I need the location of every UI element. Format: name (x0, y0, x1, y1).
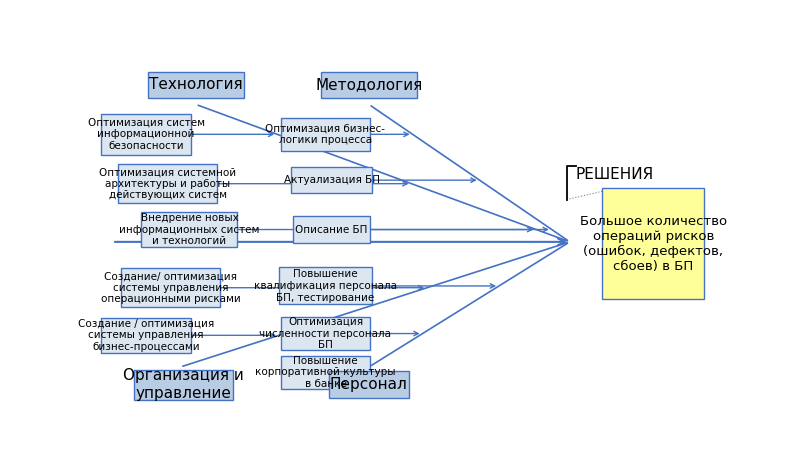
Text: Методология: Методология (315, 77, 422, 93)
FancyBboxPatch shape (281, 355, 370, 389)
FancyBboxPatch shape (293, 216, 370, 243)
Text: Оптимизация бизнес-
логики процесса: Оптимизация бизнес- логики процесса (266, 124, 385, 145)
FancyBboxPatch shape (134, 370, 233, 400)
Text: Большое количество
операций рисков
(ошибок, дефектов,
сбоев) в БП: Большое количество операций рисков (ошиб… (579, 215, 727, 273)
Text: Создание/ оптимизация
системы управления
операционными рисками: Создание/ оптимизация системы управления… (101, 271, 241, 304)
Text: Внедрение новых
информационных систем
и технологий: Внедрение новых информационных систем и … (119, 213, 259, 246)
FancyBboxPatch shape (118, 164, 217, 203)
Text: Повышение
квалификация персонала
БП, тестирование: Повышение квалификация персонала БП, тес… (254, 269, 397, 303)
Text: Организация и
управление: Организация и управление (123, 369, 243, 401)
FancyBboxPatch shape (329, 371, 409, 398)
Text: Персонал: Персонал (330, 377, 408, 392)
FancyBboxPatch shape (101, 114, 191, 155)
FancyBboxPatch shape (281, 118, 370, 151)
FancyBboxPatch shape (148, 72, 243, 98)
FancyBboxPatch shape (281, 317, 370, 350)
Text: Оптимизация систем
информационной
безопасности: Оптимизация систем информационной безопа… (88, 118, 204, 151)
FancyBboxPatch shape (279, 267, 372, 305)
Text: Технология: Технология (148, 77, 243, 93)
Text: Создание / оптимизация
системы управления
бизнес-процессами: Создание / оптимизация системы управлени… (78, 319, 214, 352)
FancyBboxPatch shape (101, 318, 191, 353)
Text: Актуализация БП: Актуализация БП (283, 175, 380, 185)
FancyBboxPatch shape (602, 188, 705, 299)
FancyBboxPatch shape (121, 268, 220, 307)
Text: РЕШЕНИЯ: РЕШЕНИЯ (576, 167, 654, 182)
FancyBboxPatch shape (141, 212, 237, 247)
Text: Описание БП: Описание БП (295, 224, 368, 234)
Text: Оптимизация
численности персонала
БП: Оптимизация численности персонала БП (259, 317, 392, 350)
Text: Оптимизация системной
архитектуры и работы
действующих систем: Оптимизация системной архитектуры и рабо… (99, 167, 236, 200)
FancyBboxPatch shape (321, 72, 417, 98)
FancyBboxPatch shape (291, 167, 372, 193)
Text: Повышение
корпоративной культуры
в банке: Повышение корпоративной культуры в банке (255, 356, 396, 389)
